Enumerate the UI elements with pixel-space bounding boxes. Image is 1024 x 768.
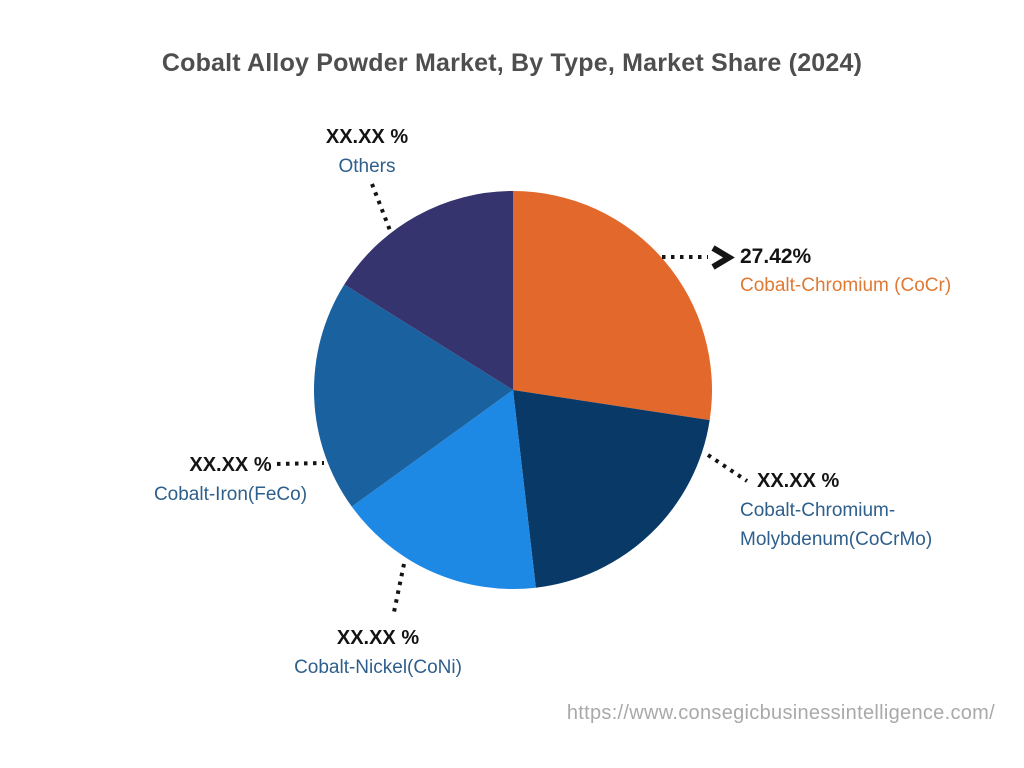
arrowhead-icon: [711, 245, 735, 270]
callout-cocrmo-label-line2: Molybdenum(CoCrMo): [740, 529, 933, 550]
pie-slice-coni[interactable]: [351, 390, 536, 590]
callout-cocrmo-label-line1: Cobalt-Chromium-: [740, 500, 896, 521]
callout-cocr-label: Cobalt-Chromium (CoCr): [740, 275, 952, 296]
callout-feco-percent: XX.XX %: [189, 454, 272, 476]
pie-slice-others[interactable]: [344, 191, 513, 390]
callout-coni-percent: XX.XX %: [336, 627, 420, 649]
pie-slice-cocr[interactable]: [513, 191, 712, 421]
pie-slices-group: [314, 191, 712, 590]
pie-slice-cocrmo[interactable]: [513, 390, 710, 588]
callout-others-label: Others: [338, 156, 396, 177]
callout-others: XX.XX % Others: [287, 123, 447, 181]
leader-line-others: [370, 183, 393, 234]
callout-cocrmo-percent: XX.XX %: [757, 470, 840, 492]
leader-line-coni: [392, 563, 406, 613]
callout-coni: XX.XX % Cobalt-Nickel(CoNi): [263, 624, 493, 682]
leader-line-cocrmo: [706, 453, 749, 483]
callout-cocr-percent: 27.42%: [740, 245, 812, 268]
chart-title: Cobalt Alloy Powder Market, By Type, Mar…: [161, 49, 863, 77]
callout-coni-label: Cobalt-Nickel(CoNi): [294, 657, 462, 678]
callout-feco-label: Cobalt-Iron(FeCo): [153, 484, 308, 505]
callout-cocrmo: XX.XX % Cobalt-Chromium- Molybdenum(CoCr…: [740, 467, 932, 554]
callout-others-percent: XX.XX %: [325, 126, 409, 148]
pie-slice-feco[interactable]: [314, 284, 513, 507]
callout-feco: XX.XX % Cobalt-Iron(FeCo): [118, 451, 343, 509]
leader-line-feco: [276, 461, 325, 466]
callout-cocr: 27.42% Cobalt-Chromium (CoCr): [740, 242, 951, 300]
source-url-link[interactable]: https://www.consegicbusinessintelligence…: [566, 702, 995, 724]
